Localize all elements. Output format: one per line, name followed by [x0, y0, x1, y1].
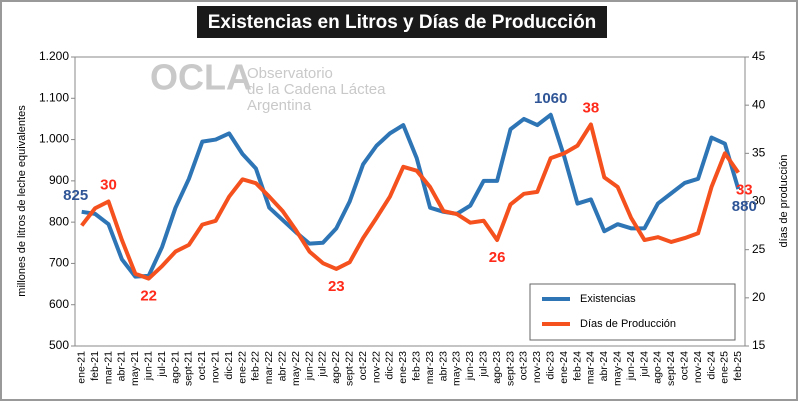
x-tick-label: may-22	[290, 351, 302, 386]
x-tick-label: ene-24	[558, 351, 570, 384]
y2-tick-label: 45	[752, 49, 766, 63]
data-label: 33	[736, 182, 753, 199]
x-tick-label: ene-25	[719, 351, 731, 384]
legend-label: Existencias	[580, 293, 636, 305]
y-tick-label: 500	[49, 338, 69, 352]
title-box	[197, 6, 607, 38]
x-tick-label: ene-23	[397, 351, 409, 384]
series-line	[81, 112, 741, 279]
data-label: 1060	[534, 90, 567, 107]
x-tick-label: dic-23	[544, 351, 556, 380]
watermark: de la Cadena Láctea	[247, 81, 386, 98]
x-tick-label: sept-22	[343, 351, 355, 386]
chart-title: Existencias en Litros y Días de Producci…	[208, 12, 597, 33]
legend-box	[529, 283, 736, 341]
y-axis-title: millones de litros de leche equivalentes	[16, 105, 28, 297]
x-tick-label: ago-22	[330, 351, 342, 384]
x-tick-label: jul-22	[317, 351, 329, 378]
y2-tick-label: 15	[752, 338, 766, 352]
y2-tick-label: 30	[752, 194, 766, 208]
x-tick-label: ago-23	[491, 351, 503, 384]
x-tick-label: mar-23	[424, 351, 436, 384]
x-tick-label: jul-23	[477, 351, 489, 378]
x-tick-label: abr-21	[116, 351, 128, 382]
watermark: Argentina	[247, 97, 312, 114]
x-tick-label: abr-24	[598, 351, 610, 382]
data-label: 825	[63, 187, 88, 204]
x-tick-label: dic-21	[223, 351, 235, 380]
y-tick-label: 800	[49, 214, 69, 228]
x-tick-label: may-23	[451, 351, 463, 386]
x-tick-label: oct-24	[678, 351, 690, 380]
data-label: 26	[489, 249, 506, 266]
watermark: OCLA	[150, 57, 252, 98]
x-tick-label: dic-24	[705, 351, 717, 380]
y-tick-label: 1.100	[39, 90, 69, 104]
x-tick-label: ago-24	[652, 351, 664, 384]
series-line	[80, 122, 740, 281]
x-tick-label: sept-21	[183, 351, 195, 386]
x-tick-label: oct-23	[518, 351, 530, 380]
watermark: Observatorio	[247, 65, 333, 82]
x-tick-label: jul-24	[638, 351, 650, 378]
y2-tick-label: 25	[752, 242, 766, 256]
y2-tick-label: 35	[752, 146, 766, 160]
x-tick-label: feb-25	[732, 351, 744, 381]
x-tick-label: sept-24	[665, 351, 677, 386]
x-tick-label: oct-21	[196, 351, 208, 380]
x-tick-label: jun-21	[142, 351, 154, 381]
y-tick-label: 700	[49, 256, 69, 270]
x-tick-label: dic-22	[384, 351, 396, 380]
x-tick-label: ene-22	[236, 351, 248, 384]
data-label: 880	[732, 198, 757, 215]
x-tick-label: jun-23	[464, 351, 476, 381]
x-tick-label: mar-24	[585, 351, 597, 384]
x-tick-label: feb-21	[89, 351, 101, 381]
x-tick-label: jul-21	[156, 351, 168, 378]
data-label: 23	[328, 278, 345, 295]
x-tick-label: may-21	[129, 351, 141, 386]
x-tick-label: oct-22	[357, 351, 369, 380]
x-tick-label: mar-22	[263, 351, 275, 384]
x-tick-label: nov-22	[370, 351, 382, 383]
x-tick-label: mar-21	[102, 351, 114, 384]
x-tick-label: abr-23	[437, 351, 449, 382]
x-tick-label: ene-21	[75, 351, 87, 384]
data-label: 30	[100, 176, 117, 193]
x-tick-label: nov-24	[692, 351, 704, 383]
x-tick-label: may-24	[611, 351, 623, 386]
x-tick-label: nov-21	[209, 351, 221, 383]
x-tick-label: ago-21	[169, 351, 181, 384]
x-tick-label: sept-23	[504, 351, 516, 386]
x-tick-label: jun-22	[303, 351, 315, 381]
y2-axis-title: días de producción	[778, 155, 790, 248]
y2-tick-label: 40	[752, 97, 766, 111]
y-tick-label: 900	[49, 173, 69, 187]
legend-label: Días de Producción	[580, 318, 676, 330]
x-tick-label: feb-24	[571, 351, 583, 381]
data-label: 38	[583, 99, 600, 116]
x-tick-label: abr-22	[276, 351, 288, 382]
y2-tick-label: 20	[752, 290, 766, 304]
x-tick-label: jun-24	[625, 351, 637, 381]
x-tick-label: feb-22	[250, 351, 262, 381]
data-label: 22	[140, 288, 157, 305]
y-tick-label: 1.200	[39, 49, 69, 63]
y-tick-label: 1.000	[39, 132, 69, 146]
y-tick-label: 600	[49, 297, 69, 311]
x-tick-label: feb-23	[410, 351, 422, 381]
x-tick-label: nov-23	[531, 351, 543, 383]
